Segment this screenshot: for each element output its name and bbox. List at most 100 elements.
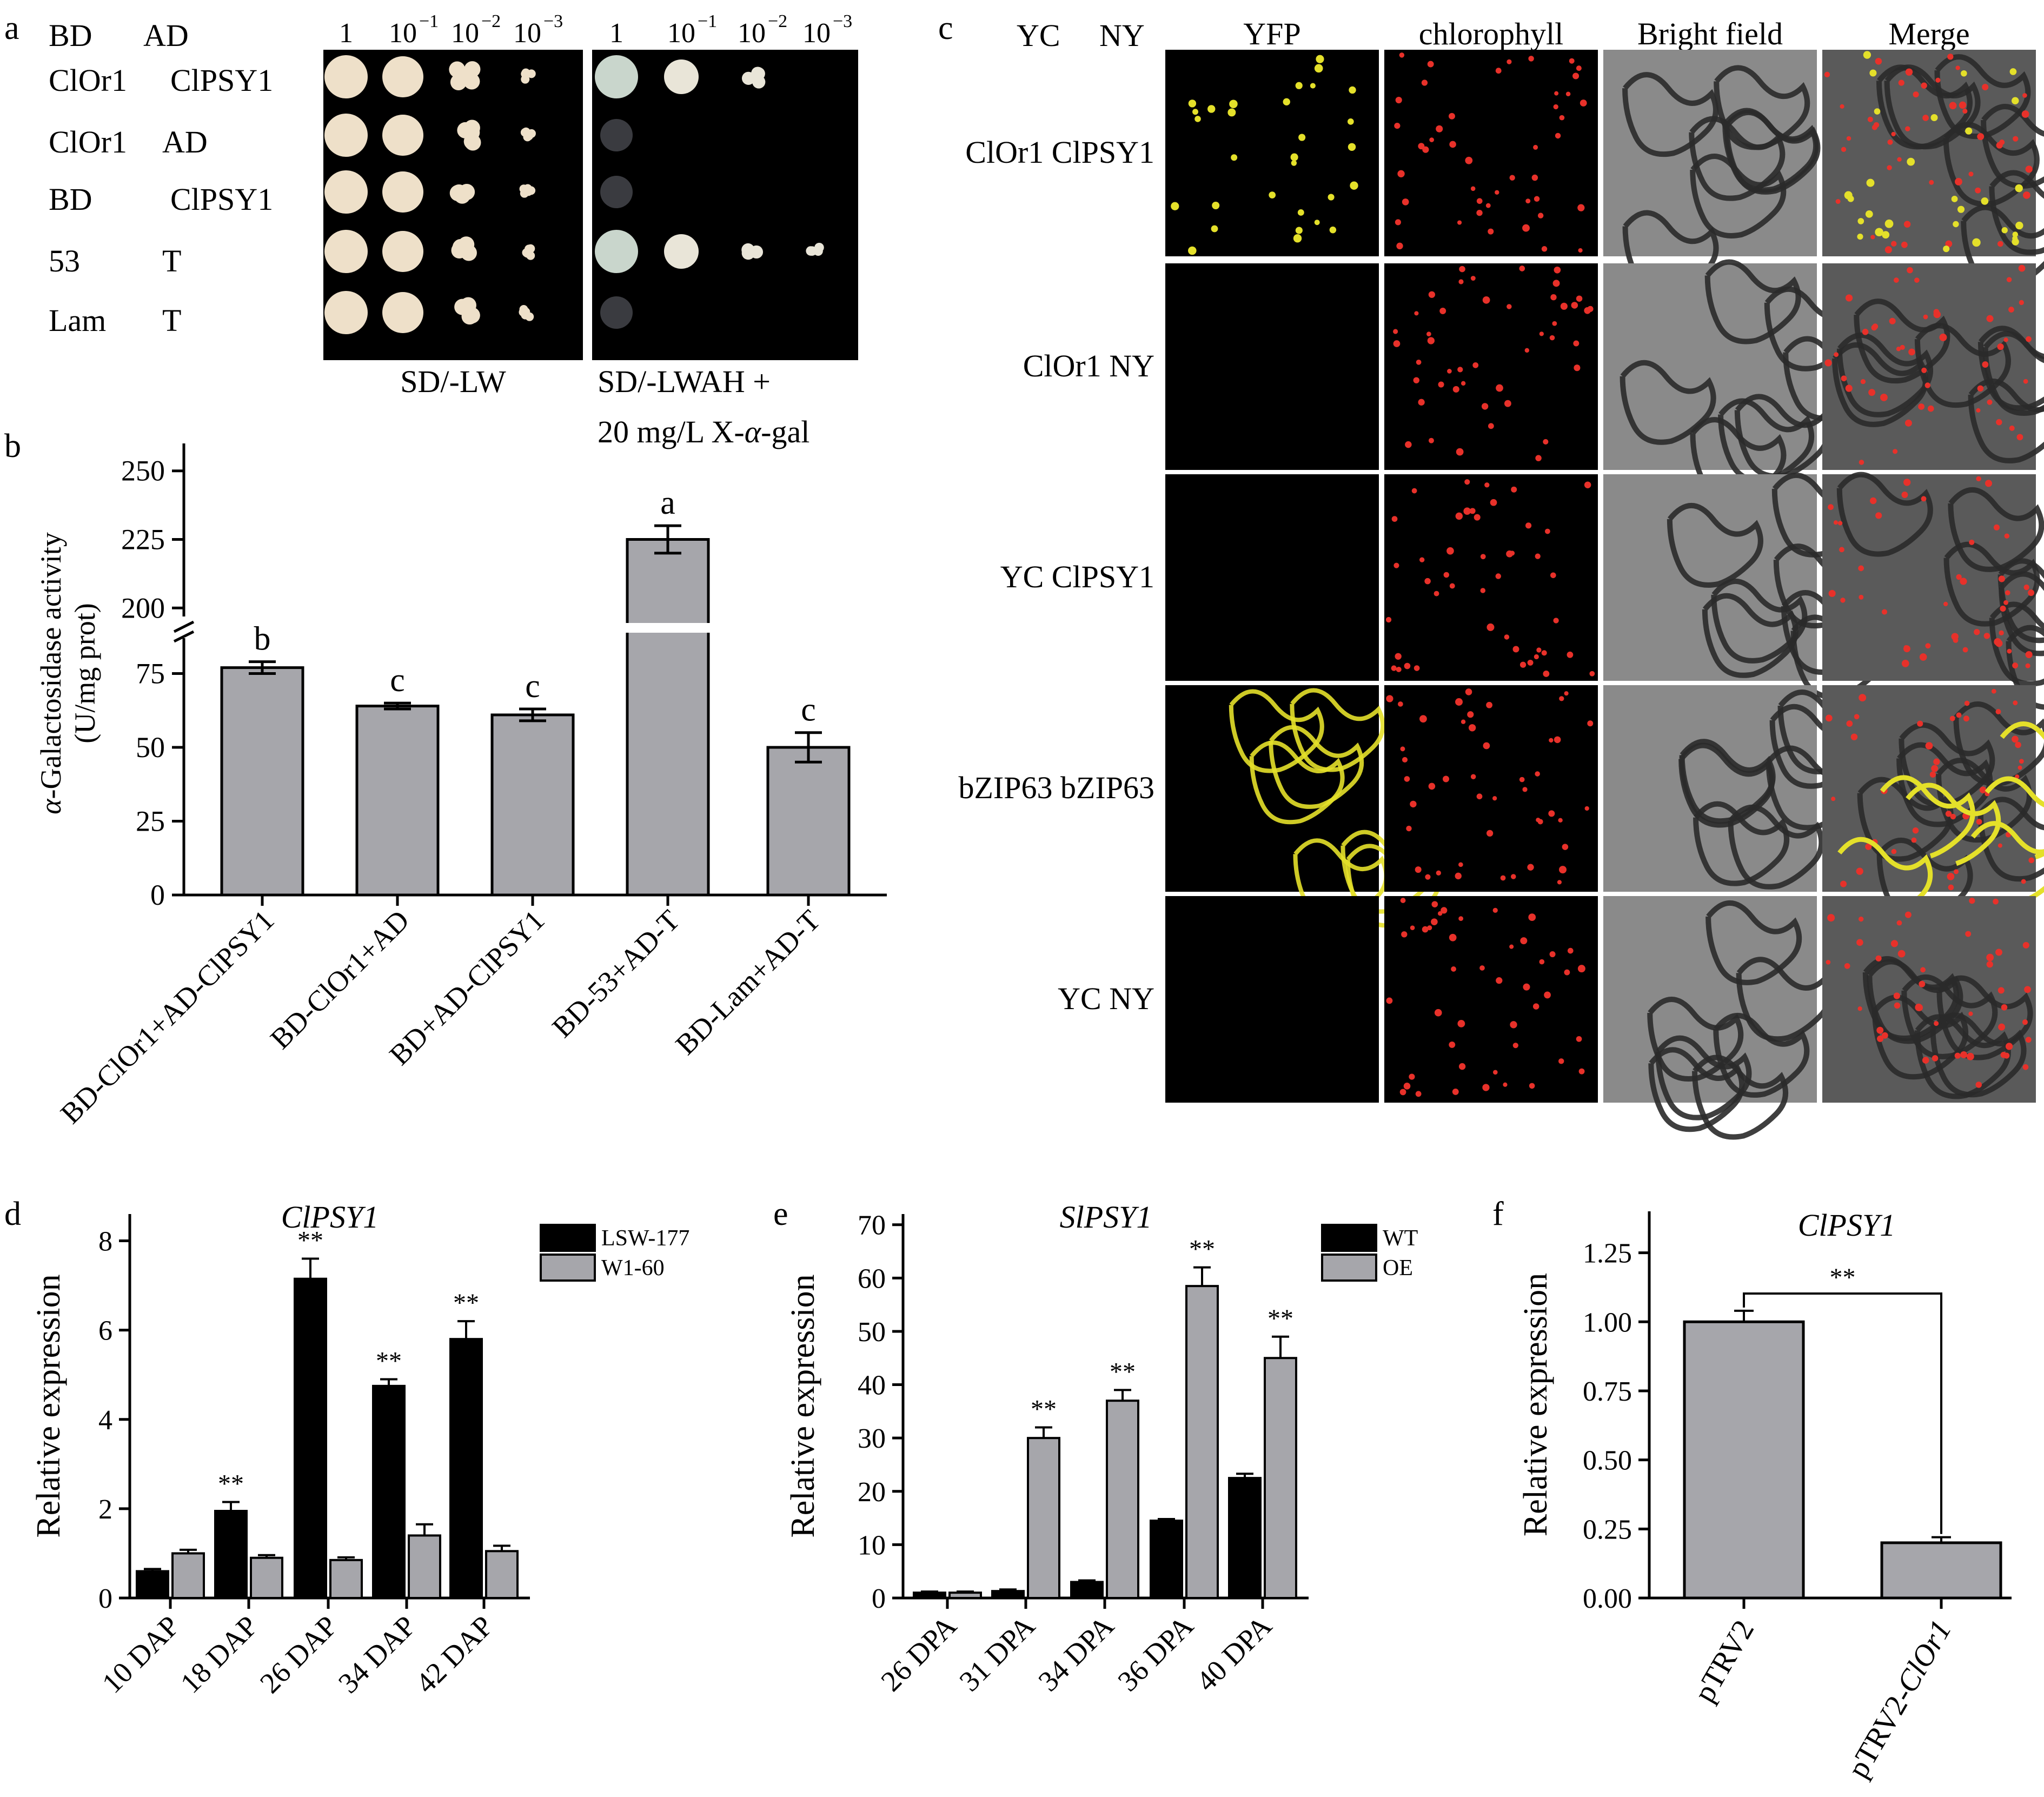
dilution-label-1-1: 10 [667, 18, 695, 49]
chloroplast-0-1-32 [1578, 248, 1583, 253]
chloroplast-2-3-4 [2012, 662, 2019, 669]
yfp-nucleus-0-3-15 [2001, 227, 2008, 234]
chloroplast-3-3-38 [2028, 857, 2035, 864]
chloroplast-4-3-29 [1998, 1023, 2006, 1031]
chloroplast-4-1-17 [1431, 918, 1438, 925]
chloroplast-0-3-8 [1947, 54, 1954, 60]
chloroplast-2-3-6 [1859, 594, 1864, 600]
chloroplast-0-3-41 [1835, 199, 1841, 204]
chloroplast-1-1-4 [1456, 448, 1464, 456]
chloroplast-1-3-4 [1982, 361, 1989, 368]
chloroplast-2-3-17 [1925, 643, 1931, 649]
chloroplast-3-1-12 [1398, 701, 1403, 707]
chloroplast-4-1-4 [1399, 1089, 1406, 1096]
cell-outline-3-3-6 [1936, 758, 2033, 843]
dilution-label-0-3: 10 [513, 18, 541, 49]
chloroplast-0-1-12 [1457, 220, 1462, 225]
panel-letter-f: f [1492, 1196, 1504, 1232]
chloroplast-1-1-9 [1519, 266, 1525, 271]
chloroplast-4-3-40 [2022, 1064, 2029, 1070]
chloroplast-2-1-24 [1536, 647, 1542, 653]
dilution-exponent-1-3: −3 [833, 11, 852, 31]
chloroplast-4-1-35 [1452, 1088, 1459, 1095]
dilution-exponent-0-3: −3 [543, 11, 563, 31]
cell-outline-0-3-3 [1989, 170, 2044, 255]
chloroplast-4-1-37 [1401, 931, 1408, 938]
chloroplast-1-3-26 [1921, 367, 1927, 373]
chloroplast-2-3-12 [1833, 520, 1838, 525]
panel-letter-c: c [938, 10, 953, 47]
chloroplast-3-1-7 [1455, 698, 1463, 706]
yfp-nucleus-0-0-0 [1328, 194, 1335, 201]
chloroplast-2-3-27 [1983, 633, 1990, 639]
chloroplast-0-1-30 [1541, 246, 1548, 252]
ylabel-b: α-Galactosidase activity [35, 532, 67, 814]
cell-outline-0-3-4 [1876, 64, 1973, 150]
yfp-nucleus-0-0-26 [1229, 100, 1238, 108]
dilution-exponent-0-2: −2 [481, 11, 501, 31]
chloroplast-3-3-32 [1956, 712, 1962, 718]
chloroplast-4-3-26 [1896, 920, 1902, 926]
chloroplast-1-1-25 [1413, 377, 1419, 383]
chloroplast-4-1-28 [1434, 1009, 1442, 1017]
chloroplast-1-1-1 [1549, 335, 1555, 341]
chloroplast-2-1-4 [1434, 591, 1439, 596]
chloroplast-3-1-35 [1419, 715, 1427, 723]
significance-letter-0: b [254, 621, 271, 658]
chloroplast-3-3-16 [1995, 709, 2001, 714]
chloroplast-1-3-30 [1924, 382, 1930, 388]
chloroplast-1-3-12 [1976, 408, 1981, 413]
chloroplast-3-3-28 [2018, 765, 2022, 770]
micrograph-1-3 [1822, 263, 2044, 470]
bar-0-2 [294, 1277, 327, 1599]
row-label-0: ClOr1 ClPSY1 [965, 135, 1154, 170]
chloroplast-0-1-25 [1507, 59, 1512, 64]
chloroplast-3-1-28 [1400, 746, 1405, 752]
chloroplast-2-3-33 [1974, 629, 1980, 635]
bar-0 [220, 666, 304, 897]
chloroplast-4-3-32 [1859, 916, 1864, 922]
chloroplast-0-3-5 [1962, 108, 1968, 114]
colony-lw-3-2-4 [455, 240, 472, 256]
chloroplast-1-1-14 [1507, 304, 1512, 309]
chloroplast-3-3-33 [1917, 720, 1923, 727]
chloroplast-1-3-3 [1862, 328, 1869, 335]
colony-lwah-0-0 [595, 55, 638, 98]
bar-0-1 [214, 1510, 248, 1600]
chloroplast-3-3-8 [1891, 848, 1897, 854]
ytick-label-lower-1: 25 [136, 805, 165, 838]
dilution-exponent-1-2: −2 [768, 11, 787, 31]
micrograph-bg-2-1 [1384, 474, 1598, 681]
cell-outline-4-3-2 [1914, 1014, 2011, 1099]
chloroplast-3-1-17 [1492, 796, 1497, 801]
cell-outline-1-2-4 [1734, 394, 1831, 479]
micrograph-3-1 [1384, 685, 1598, 892]
chloroplast-4-3-43 [1844, 963, 1850, 969]
chloroplast-2-1-34 [1567, 651, 1574, 658]
chloroplast-3-1-29 [1486, 701, 1492, 708]
significance-bracket [1743, 1292, 1942, 1534]
yfp-nucleus-0-3-14 [1857, 234, 1863, 240]
chloroplast-0-1-23 [1395, 219, 1401, 226]
chloroplast-2-3-43 [2023, 584, 2029, 591]
chloroplast-3-3-26 [1948, 884, 1954, 891]
cell-outline-3-3-5 [1953, 701, 2044, 787]
chloroplast-2-3-30 [1828, 589, 1836, 597]
row-label-4: YC NY [1058, 981, 1154, 1016]
cell-outline-2-2-5 [1667, 503, 1763, 588]
chloroplast-2-1-7 [1504, 634, 1510, 640]
chloroplast-4-3-34 [2025, 1037, 2032, 1043]
chloroplast-1-3-5 [1907, 267, 1913, 274]
chloroplast-4-3-33 [1893, 992, 1900, 999]
chloroplast-1-1-19 [1414, 311, 1419, 316]
chloroplast-4-3-28 [1915, 1003, 1923, 1011]
yfp-nucleus-0-0-13 [1192, 109, 1198, 115]
chloroplast-3-3-23 [1945, 811, 1952, 817]
chloroplast-1-3-34 [2019, 300, 2024, 306]
chloroplast-2-1-43 [1455, 512, 1463, 520]
merge-yfp-outline-3-2 [1970, 821, 2044, 904]
ytick-label-lower-2: 50 [136, 731, 165, 764]
cell-outline-2-3-5 [1943, 541, 2040, 627]
bar-0-2 [1070, 1581, 1104, 1600]
dilution-label-0-2: 10 [451, 18, 479, 49]
